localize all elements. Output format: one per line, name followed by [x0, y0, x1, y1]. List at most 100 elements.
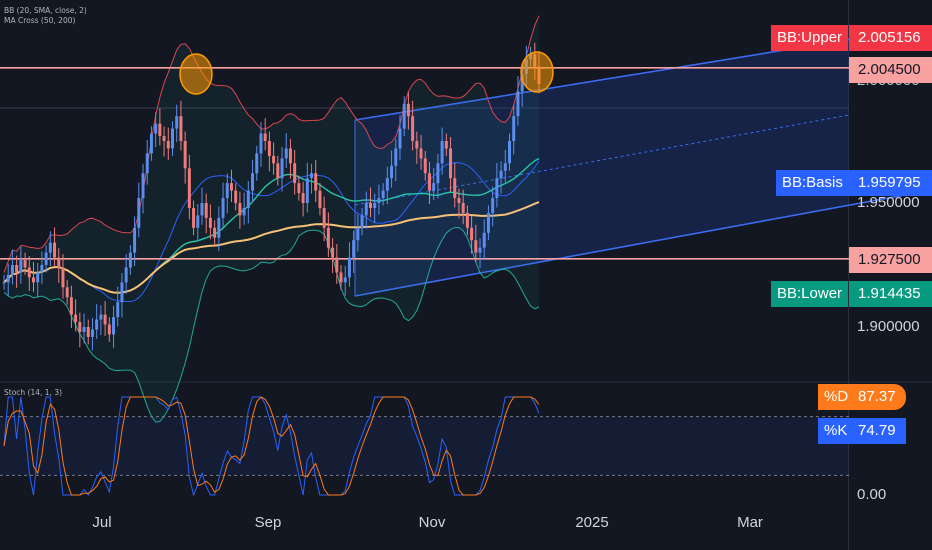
- candle-body: [293, 163, 297, 184]
- candle-body: [183, 141, 187, 169]
- candle-body: [440, 141, 444, 164]
- candle-body: [263, 133, 267, 141]
- candle-body: [474, 240, 478, 253]
- stoch-d-label: %D: [818, 384, 849, 410]
- candle-body: [53, 242, 57, 258]
- candle-body: [276, 163, 280, 179]
- candle-body: [225, 183, 229, 199]
- candle-body: [284, 148, 288, 159]
- candle-body: [288, 148, 292, 164]
- candle-body: [149, 133, 153, 154]
- candle-body: [512, 116, 516, 141]
- candle-body: [162, 136, 166, 141]
- candle-body: [436, 163, 440, 184]
- candle-body: [82, 327, 86, 332]
- bb-lower-line: [3, 227, 540, 423]
- candle-body: [385, 178, 389, 191]
- candle-body: [427, 173, 431, 191]
- candle-body: [213, 227, 217, 238]
- candles: [2, 42, 541, 351]
- candle-body: [251, 173, 255, 191]
- candle-body: [116, 302, 120, 318]
- candle-body: [419, 148, 423, 159]
- candle-body: [179, 116, 183, 141]
- candle-body: [398, 128, 402, 149]
- candle-body: [390, 165, 394, 179]
- candle-body: [2, 282, 6, 284]
- time-label-jul: Jul: [92, 514, 112, 531]
- candle-body: [208, 217, 212, 228]
- candle-body: [86, 327, 90, 337]
- candle-body: [27, 267, 31, 278]
- candle-body: [352, 240, 356, 258]
- channel-lower-line: [354, 189, 932, 297]
- candle-body: [48, 242, 52, 253]
- stoch-d-line: [3, 396, 540, 496]
- candle-body: [373, 203, 377, 208]
- candle-body: [229, 183, 233, 191]
- bb-basis-value: 1.959795: [849, 170, 932, 196]
- candle-body: [36, 272, 40, 283]
- candle-body: [411, 116, 415, 141]
- candle-body: [65, 287, 69, 298]
- candle-body: [343, 277, 347, 283]
- time-label-2025: 2025: [575, 514, 609, 531]
- candle-body: [217, 217, 221, 238]
- candle-body: [107, 324, 111, 335]
- candle-body: [335, 257, 339, 273]
- candle-body: [242, 207, 246, 216]
- candle-body: [61, 267, 65, 288]
- candle-body: [402, 103, 406, 129]
- bb-legend: BB (20, SMA, close, 2): [4, 6, 87, 15]
- candle-body: [69, 297, 73, 315]
- price-pane: [0, 0, 849, 382]
- candle-body: [280, 158, 284, 179]
- candle-body: [6, 274, 10, 283]
- level-high-value: 2.004500: [849, 57, 932, 83]
- time-label-mar: Mar: [737, 514, 763, 531]
- candle-body: [44, 252, 48, 265]
- time-label-sep: Sep: [254, 514, 282, 531]
- candle-body: [368, 203, 372, 208]
- candle-body: [234, 190, 238, 203]
- candle-body: [331, 247, 335, 258]
- bb-basis-label: BB:Basis: [776, 170, 849, 196]
- candle-body: [499, 170, 503, 179]
- stoch-tick-0: 0.00: [857, 486, 887, 503]
- candle-body: [57, 257, 61, 268]
- stoch-k-line: [3, 396, 540, 497]
- candle-body: [15, 265, 19, 273]
- candle-body: [246, 190, 250, 208]
- candle-body: [381, 190, 385, 199]
- candle-body: [19, 260, 23, 273]
- candle-body: [508, 141, 512, 164]
- bb-lower-label: BB:Lower: [771, 281, 849, 307]
- candle-body: [40, 265, 44, 273]
- candle-body: [465, 212, 469, 228]
- stochastic-pane: [0, 396, 849, 497]
- time-label-nov: Nov: [418, 514, 446, 531]
- candle-body: [503, 163, 507, 171]
- highlight-circles: [179, 51, 554, 95]
- candle-body: [314, 173, 318, 191]
- level-low-value: 1.927500: [849, 247, 932, 273]
- candle-body: [175, 116, 179, 129]
- candle-body: [141, 173, 145, 199]
- candle-body: [124, 267, 128, 283]
- candle-body: [377, 198, 381, 203]
- candle-body: [478, 247, 482, 253]
- bb-lower-value: 1.914435: [849, 281, 932, 307]
- candle-body: [99, 314, 103, 320]
- candle-body: [200, 203, 204, 216]
- candle-body: [103, 314, 107, 325]
- candle-body: [95, 319, 99, 330]
- bb-upper-line: [3, 15, 540, 273]
- stoch-k-label: %K: [818, 418, 849, 444]
- candle-body: [272, 155, 276, 164]
- candle-body: [432, 183, 436, 191]
- candle-body: [322, 207, 326, 228]
- candle-body: [255, 153, 259, 174]
- candle-body: [297, 183, 301, 194]
- candle-body: [204, 203, 208, 218]
